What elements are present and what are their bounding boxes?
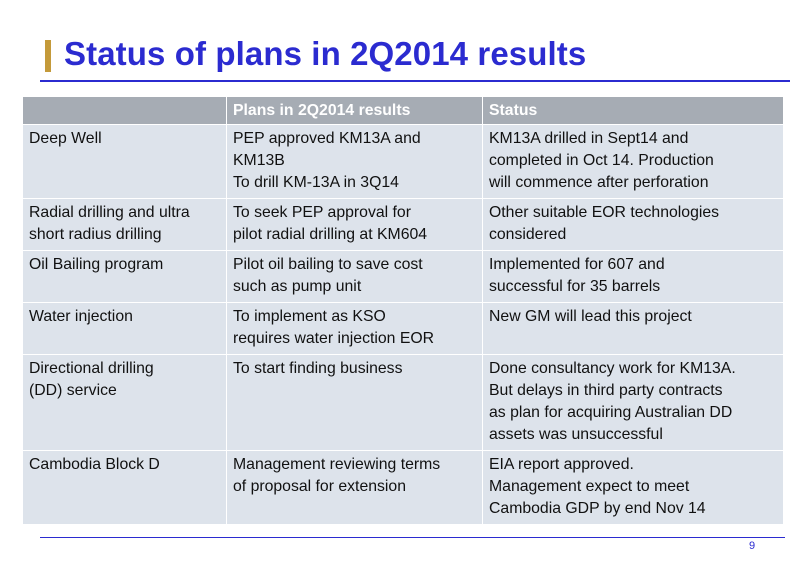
table-row: Oil Bailing program Pilot oil bailing to…: [22, 250, 784, 303]
cell-plan: Management reviewing terms of proposal f…: [226, 450, 483, 525]
header-cell-plans: Plans in 2Q2014 results: [226, 96, 483, 125]
cell-plan: To implement as KSO requires water injec…: [226, 302, 483, 355]
cell-item: Water injection: [22, 302, 227, 355]
cell-item: Radial drilling and ultra short radius d…: [22, 198, 227, 251]
cell-status: EIA report approved. Management expect t…: [482, 450, 784, 525]
table-row: Water injection To implement as KSO requ…: [22, 302, 784, 355]
table-header-row: Plans in 2Q2014 results Status: [22, 96, 784, 125]
cell-item: Directional drilling (DD) service: [22, 354, 227, 451]
table-row: Directional drilling (DD) service To sta…: [22, 354, 784, 451]
cell-status: Done consultancy work for KM13A. But del…: [482, 354, 784, 451]
cell-status: New GM will lead this project: [482, 302, 784, 355]
cell-status: KM13A drilled in Sept14 and completed in…: [482, 124, 784, 199]
table-row: Radial drilling and ultra short radius d…: [22, 198, 784, 251]
table-row: Deep Well PEP approved KM13A and KM13B T…: [22, 124, 784, 199]
header-cell-status: Status: [482, 96, 784, 125]
title-accent-bar: [45, 40, 51, 72]
cell-plan: Pilot oil bailing to save cost such as p…: [226, 250, 483, 303]
cell-status: Implemented for 607 and successful for 3…: [482, 250, 784, 303]
cell-item: Cambodia Block D: [22, 450, 227, 525]
header-cell-item: [22, 96, 227, 125]
status-table: Plans in 2Q2014 results Status Deep Well…: [22, 96, 784, 525]
cell-status: Other suitable EOR technologies consider…: [482, 198, 784, 251]
title-underline: [40, 80, 790, 82]
page-number: 9: [749, 540, 756, 552]
cell-item: Oil Bailing program: [22, 250, 227, 303]
cell-plan: To start finding business: [226, 354, 483, 451]
footer-rule: [40, 537, 785, 538]
table-row: Cambodia Block D Management reviewing te…: [22, 450, 784, 525]
cell-item: Deep Well: [22, 124, 227, 199]
slide-title: Status of plans in 2Q2014 results: [64, 35, 587, 72]
cell-plan: PEP approved KM13A and KM13B To drill KM…: [226, 124, 483, 199]
cell-plan: To seek PEP approval for pilot radial dr…: [226, 198, 483, 251]
